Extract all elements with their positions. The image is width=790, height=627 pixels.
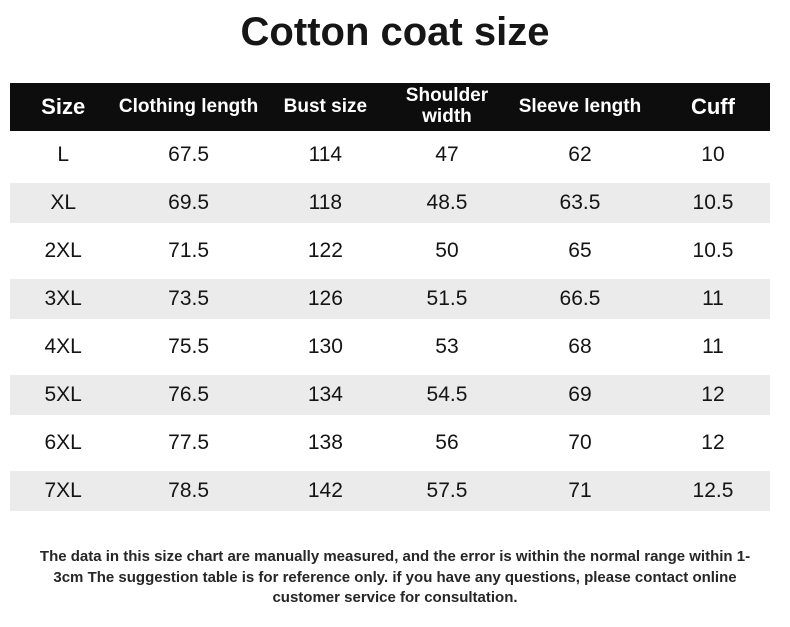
cuff-value: 12.5 — [692, 479, 734, 503]
column-header-clothing-length: Clothing length — [118, 95, 259, 117]
column-header-cuff: Cuff — [690, 93, 735, 119]
clothing-length-value: 73.5 — [168, 287, 210, 311]
table-row-6xl: 6XL 77.5 138 56 70 12 — [10, 419, 770, 467]
measurement-disclaimer: The data in this size chart are manually… — [39, 548, 751, 607]
shoulder-width-value: 53 — [435, 335, 459, 359]
table-row-7xl: 7XL 78.5 142 57.5 71 12.5 — [10, 467, 770, 515]
shoulder-width-value: 56 — [435, 431, 459, 455]
bust-size-value: 114 — [308, 143, 343, 167]
cuff-value: 10.5 — [692, 191, 734, 215]
shoulder-width-value: 50 — [435, 239, 459, 263]
bust-size-value: 142 — [307, 479, 343, 503]
cuff-value: 12 — [701, 383, 725, 407]
column-header-bust-size: Bust size — [283, 95, 368, 117]
table-row-l: L 67.5 114 47 62 10 — [10, 131, 770, 179]
page-title: Cotton coat size — [240, 10, 550, 54]
size-label: L — [57, 143, 70, 167]
size-label: 6XL — [44, 431, 82, 455]
cuff-value: 11 — [702, 287, 724, 311]
size-label: 4XL — [44, 335, 82, 359]
clothing-length-value: 69.5 — [168, 191, 210, 215]
sleeve-length-value: 70 — [568, 431, 592, 455]
bust-size-value: 130 — [307, 335, 343, 359]
shoulder-width-value: 47 — [435, 143, 459, 167]
shoulder-width-value: 57.5 — [426, 479, 468, 503]
clothing-length-value: 77.5 — [168, 431, 210, 455]
sleeve-length-value: 66.5 — [559, 287, 601, 311]
sleeve-length-value: 69 — [568, 383, 592, 407]
sleeve-length-value: 71 — [568, 479, 592, 503]
clothing-length-value: 78.5 — [168, 479, 210, 503]
bust-size-value: 126 — [307, 287, 343, 311]
size-label: 7XL — [44, 479, 82, 503]
table-row-3xl: 3XL 73.5 126 51.5 66.5 11 — [10, 275, 770, 323]
sleeve-length-value: 65 — [568, 239, 592, 263]
table-row-xl: XL 69.5 118 48.5 63.5 10.5 — [10, 179, 770, 227]
clothing-length-value: 75.5 — [168, 335, 210, 359]
clothing-length-value: 67.5 — [168, 143, 210, 167]
bust-size-value: 138 — [307, 431, 343, 455]
size-table: Size Clothing length Bust size Shoulder … — [10, 83, 770, 515]
column-header-size: Size — [41, 93, 86, 119]
size-label: XL — [50, 191, 77, 215]
table-row-5xl: 5XL 76.5 134 54.5 69 12 — [10, 371, 770, 419]
sleeve-length-value: 63.5 — [559, 191, 601, 215]
shoulder-width-value: 51.5 — [426, 287, 468, 311]
table-row-2xl: 2XL 71.5 122 50 65 10.5 — [10, 227, 770, 275]
shoulder-width-value: 48.5 — [426, 191, 468, 215]
cuff-value: 10.5 — [692, 239, 734, 263]
cuff-value: 10 — [701, 143, 725, 167]
cuff-value: 11 — [702, 335, 724, 359]
bust-size-value: 134 — [307, 383, 343, 407]
shoulder-width-value: 54.5 — [426, 383, 468, 407]
size-label: 5XL — [44, 383, 82, 407]
clothing-length-value: 76.5 — [168, 383, 210, 407]
sleeve-length-value: 62 — [568, 143, 592, 167]
size-label: 3XL — [44, 287, 82, 311]
table-header-row: Size Clothing length Bust size Shoulder … — [10, 83, 770, 131]
table-row-4xl: 4XL 75.5 130 53 68 11 — [10, 323, 770, 371]
bust-size-value: 122 — [307, 239, 343, 263]
clothing-length-value: 71.5 — [168, 239, 210, 263]
size-label: 2XL — [44, 239, 82, 263]
column-header-shoulder-width: Shoulder width — [390, 83, 504, 131]
cuff-value: 12 — [701, 431, 725, 455]
column-header-sleeve-length: Sleeve length — [518, 95, 642, 117]
bust-size-value: 118 — [308, 191, 343, 215]
column-header-shoulder-width-label: Shoulder width — [405, 85, 489, 127]
sleeve-length-value: 68 — [568, 335, 592, 359]
